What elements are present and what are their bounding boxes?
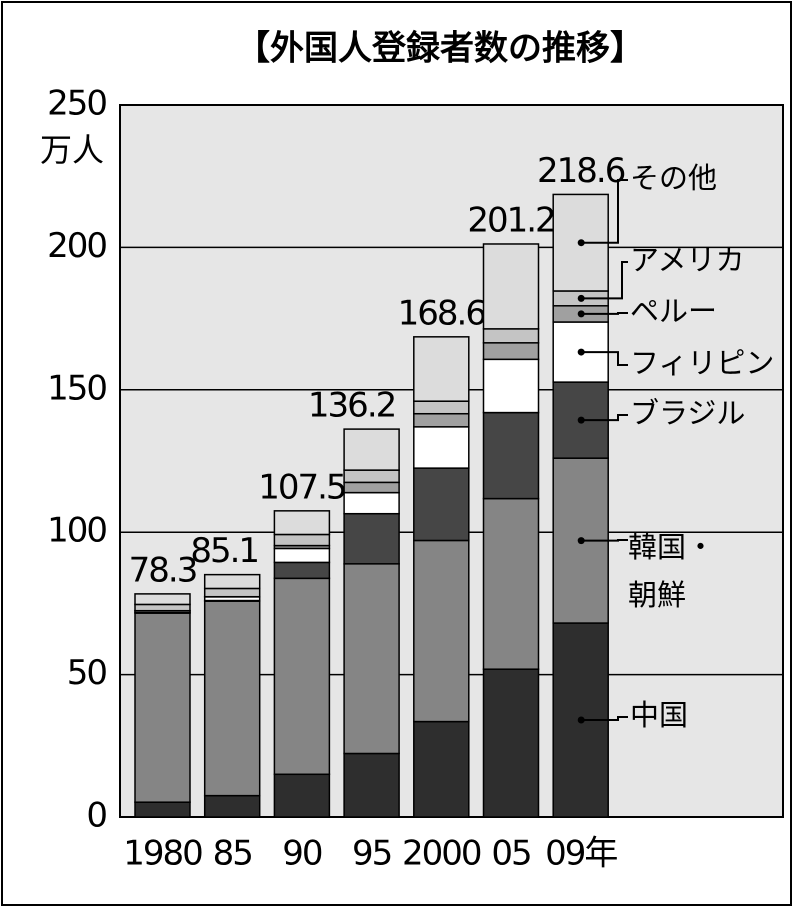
total-label: 218.6 bbox=[537, 151, 625, 191]
bar-segment bbox=[203, 600, 261, 797]
bar-segment bbox=[203, 573, 261, 590]
bar-segment bbox=[482, 358, 540, 414]
bar-segment bbox=[273, 510, 331, 536]
bar-segment bbox=[413, 400, 470, 415]
legend-label: その他 bbox=[630, 161, 717, 195]
bar-segment bbox=[134, 612, 191, 803]
bar-segment bbox=[343, 752, 400, 818]
y-tick-label: 100 bbox=[47, 511, 106, 551]
leader-line bbox=[581, 414, 628, 422]
bar-segment bbox=[482, 243, 540, 330]
bar-segment bbox=[482, 342, 540, 361]
legend-label: 韓国・朝鮮 bbox=[628, 530, 716, 612]
bar-segment bbox=[273, 773, 331, 818]
leader-line bbox=[581, 261, 628, 300]
legend-label: アメリカ bbox=[630, 243, 745, 277]
total-label: 78.3 bbox=[129, 550, 197, 590]
leader-line bbox=[581, 539, 628, 542]
x-tick-label: 1980 bbox=[123, 834, 202, 874]
y-tick-label: 200 bbox=[47, 226, 106, 266]
bar-segment bbox=[203, 587, 261, 598]
total-label: 168.6 bbox=[398, 293, 486, 333]
legend-label: フィリピン bbox=[630, 346, 774, 380]
bar-segment bbox=[343, 481, 400, 494]
bar-segment bbox=[203, 794, 261, 818]
bar-segment bbox=[482, 411, 540, 500]
chart-title: 【外国人登録者数の推移】 bbox=[236, 29, 644, 69]
y-tick-label: 150 bbox=[47, 368, 106, 408]
y-tick-label: 0 bbox=[86, 796, 106, 836]
bar-segment bbox=[343, 491, 400, 515]
bar-segment bbox=[273, 561, 331, 580]
bar-segment bbox=[273, 577, 331, 776]
bar-segment bbox=[343, 563, 400, 755]
bar-segment bbox=[134, 603, 191, 612]
legend-label: ブラジル bbox=[630, 396, 745, 430]
total-label: 136.2 bbox=[308, 386, 395, 426]
total-label: 107.5 bbox=[258, 467, 345, 507]
legend-label: 中国 bbox=[630, 698, 688, 732]
bar-segment bbox=[273, 547, 331, 564]
bar-segment bbox=[413, 539, 470, 723]
x-tick-label: 05 bbox=[491, 834, 530, 874]
leader-line bbox=[581, 312, 628, 315]
bar-segment bbox=[343, 428, 400, 471]
bar-segment bbox=[343, 512, 400, 565]
y-unit: 万人 bbox=[40, 131, 104, 169]
bar-segment bbox=[482, 328, 540, 344]
bar-segment bbox=[413, 467, 470, 542]
bar-segment bbox=[134, 593, 191, 606]
bar-segment bbox=[482, 497, 540, 670]
bar-segment bbox=[273, 533, 331, 547]
leader-line bbox=[581, 716, 628, 722]
leader-line bbox=[581, 179, 628, 244]
bar-segment bbox=[343, 469, 400, 484]
bar-segment bbox=[413, 412, 470, 428]
x-tick-label: 85 bbox=[213, 834, 252, 874]
y-tick-label: 250 bbox=[47, 84, 106, 124]
total-label: 85.1 bbox=[190, 531, 258, 571]
bar-segment bbox=[413, 336, 470, 402]
legend-label: ペルー bbox=[630, 294, 717, 328]
leader-line bbox=[581, 351, 628, 366]
total-label: 201.2 bbox=[467, 200, 554, 240]
x-tick-label: 09年 bbox=[545, 834, 617, 874]
bar-segment bbox=[413, 720, 470, 818]
bar-segment bbox=[134, 801, 191, 818]
x-tick-label: 2000 bbox=[402, 834, 481, 874]
bar-segment bbox=[413, 426, 470, 469]
bar-segment bbox=[482, 668, 540, 818]
y-tick-label: 50 bbox=[67, 653, 107, 693]
x-tick-label: 95 bbox=[352, 834, 391, 874]
x-tick-label: 90 bbox=[282, 834, 322, 874]
